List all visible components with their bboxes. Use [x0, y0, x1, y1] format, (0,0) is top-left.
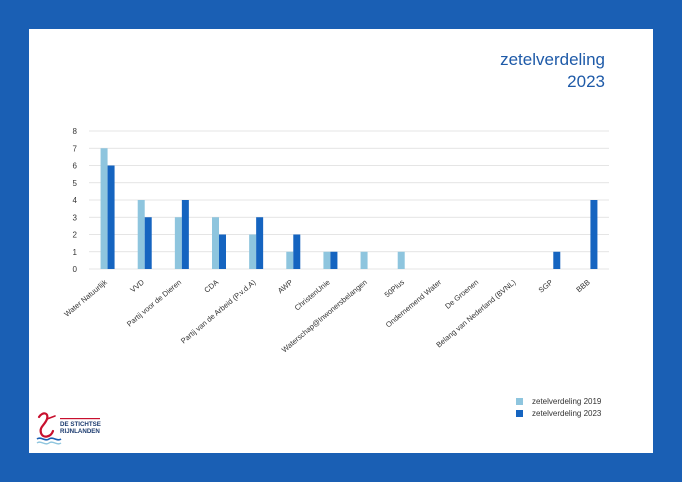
y-tick-label: 7: [73, 144, 78, 153]
y-axis-ticks: 0 1 2 3 4 5 6 7 8: [73, 127, 78, 274]
bar-2019: [249, 234, 257, 269]
legend: zetelverdeling 2019 zetelverdeling 2023: [516, 395, 601, 419]
x-category-label: De Groenen: [443, 278, 480, 311]
bar-2019: [360, 251, 368, 269]
x-category-label: Belang van Nederland (BVNL): [434, 277, 517, 349]
x-category-label: Water Natuurlijk: [62, 277, 109, 318]
bar-2023: [219, 234, 226, 269]
logo-text-line1: DE STICHTSE: [60, 421, 101, 428]
y-tick-label: 3: [73, 213, 78, 222]
bar-2023: [590, 200, 598, 269]
bar-2023: [293, 234, 301, 269]
bar-2023: [107, 165, 115, 269]
y-tick-label: 0: [73, 265, 78, 274]
bar-2023: [553, 251, 561, 269]
y-tick-label: 1: [73, 248, 78, 257]
bar-2019: [212, 217, 219, 269]
x-category-label: Partij van de Arbeid (P.v.d.A): [179, 277, 258, 345]
y-tick-label: 6: [73, 162, 78, 171]
legend-item-2019: zetelverdeling 2019: [516, 395, 601, 407]
y-tick-label: 2: [73, 231, 78, 240]
x-category-label: BBB: [574, 278, 591, 295]
y-tick-label: 5: [73, 179, 78, 188]
bar-2019: [323, 251, 331, 269]
y-tick-label: 8: [73, 127, 78, 136]
bar-2023: [330, 251, 338, 269]
chart-title-line1: zetelverdeling: [500, 50, 605, 69]
legend-label-2023: zetelverdeling 2023: [532, 408, 602, 418]
bar-2019: [100, 148, 108, 269]
chart-card: zetelverdeling 2023 0 1 2 3 4 5 6 7 8 Water Natu…: [29, 29, 653, 453]
bar-2023: [181, 200, 189, 269]
legend-swatch-2019: [516, 397, 523, 405]
x-category-label: CDA: [202, 278, 220, 295]
legend-item-2023: zetelverdeling 2023: [516, 407, 601, 419]
bar-2023: [144, 217, 152, 269]
bar-2019: [286, 251, 294, 269]
bars: [100, 148, 598, 269]
bar-2019: [174, 217, 182, 269]
x-category-label: SGP: [537, 278, 555, 295]
bar-2023: [256, 217, 264, 269]
legend-label-2019: zetelverdeling 2019: [532, 396, 602, 406]
x-category-label: ChristenUnie: [293, 278, 332, 313]
x-category-label: 50Plus: [383, 277, 407, 299]
gridlines: [89, 130, 609, 270]
logo-text-line2: RIJNLANDEN: [60, 428, 100, 435]
bar-2019: [397, 251, 405, 269]
x-category-label: VVD: [128, 277, 146, 294]
chart-title: zetelverdeling 2023: [500, 49, 605, 93]
heron-logo-icon: DE STICHTSE RIJNLANDEN: [36, 412, 101, 445]
legend-swatch-2023: [516, 409, 523, 417]
y-tick-label: 4: [73, 196, 78, 205]
chart-title-line2: 2023: [567, 72, 605, 91]
x-category-label: AWP: [276, 278, 295, 296]
bar-2019: [137, 200, 145, 269]
